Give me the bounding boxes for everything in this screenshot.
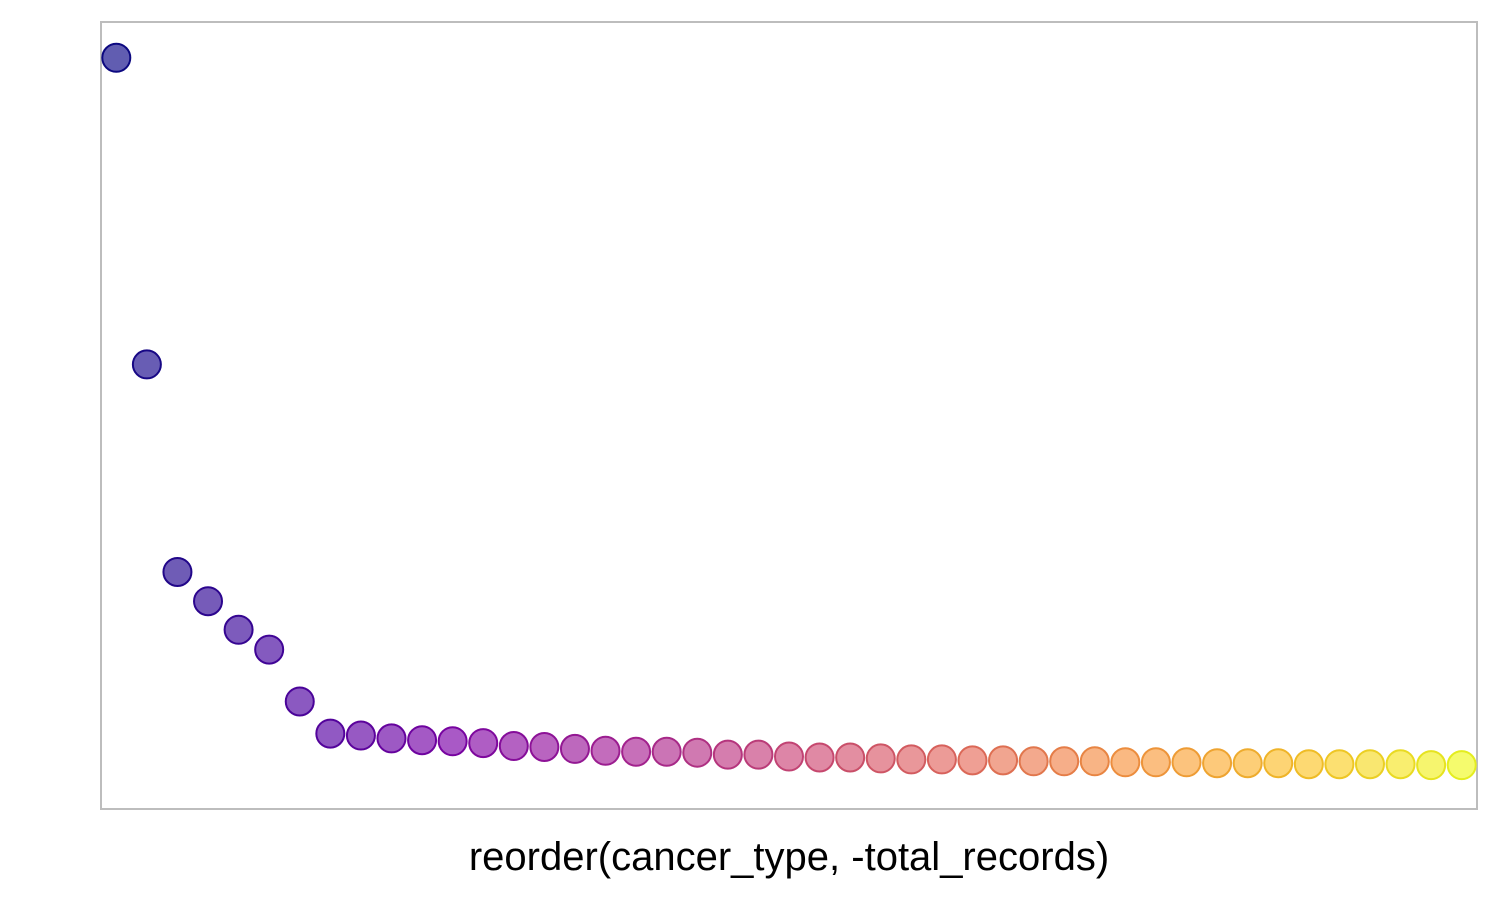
data-point [957, 745, 988, 776]
data-point [559, 733, 590, 764]
data-point [223, 614, 254, 645]
x-axis-label: reorder(cancer_type, -total_records) [469, 835, 1109, 879]
data-point [1110, 747, 1141, 778]
data-point [743, 739, 774, 770]
data-point [988, 745, 1019, 776]
data-point [468, 728, 499, 759]
data-point [1171, 747, 1202, 778]
data-point [254, 634, 285, 665]
data-point [1232, 748, 1263, 779]
plot-panel-border [100, 21, 1478, 810]
data-point [774, 741, 804, 772]
data-point [590, 735, 621, 766]
data-point [1202, 748, 1233, 779]
data-point [162, 556, 193, 587]
data-point [437, 726, 468, 757]
data-points [101, 42, 1477, 781]
data-point [315, 718, 346, 749]
data-point [529, 731, 560, 762]
data-point [1385, 749, 1416, 780]
data-point [1140, 747, 1171, 778]
data-point [407, 725, 438, 756]
data-point [498, 731, 529, 762]
data-point [131, 349, 162, 380]
data-point [804, 742, 835, 773]
data-point [101, 42, 132, 73]
data-point [1049, 746, 1080, 777]
data-point [896, 744, 927, 775]
data-point [682, 737, 713, 768]
data-point [1079, 746, 1110, 777]
data-point [193, 586, 224, 617]
data-point [1324, 749, 1355, 780]
data-point [1293, 749, 1324, 780]
data-point [1416, 750, 1447, 781]
data-point [621, 736, 652, 767]
data-point [926, 744, 957, 775]
data-point [1446, 750, 1477, 781]
data-point [1018, 746, 1049, 777]
data-point [1263, 748, 1294, 779]
data-point [376, 723, 407, 754]
data-point [284, 686, 315, 717]
data-point [865, 743, 896, 774]
data-point [1354, 749, 1385, 780]
data-point [651, 736, 682, 767]
data-point [345, 720, 376, 751]
data-point [835, 742, 866, 773]
data-point [712, 739, 743, 770]
